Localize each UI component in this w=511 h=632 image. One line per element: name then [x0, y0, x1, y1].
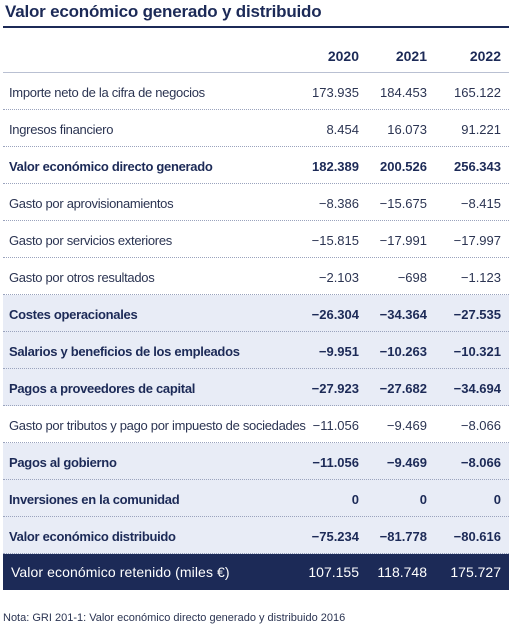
table-title: Valor económico generado y distribuido: [5, 2, 322, 21]
cell-value-2022: 256.343: [454, 159, 501, 174]
table-row: Gasto por servicios exteriores −15.815 −17…: [3, 221, 509, 258]
footnote: Nota: GRI 201-1: Valor económico directo…: [3, 612, 346, 624]
row-label: Ingresos financiero: [9, 122, 114, 137]
row-label: Salarios y beneficios de los empleados: [9, 344, 240, 359]
cell-value-2020: −27.923: [311, 381, 359, 396]
cell-value-2022: −80.616: [453, 529, 501, 544]
total-value-2022: 175.727: [450, 564, 501, 580]
row-label: Pagos al gobierno: [9, 455, 117, 470]
cell-value-2020: −8.386: [318, 196, 359, 211]
cell-value-2022: 165.122: [454, 85, 501, 100]
table-row: Gasto por otros resultados −2.103 −698 −1.1…: [3, 258, 509, 295]
cell-value-2021: −10.263: [379, 344, 427, 359]
row-label: Valor económico directo generado: [9, 159, 213, 174]
column-header-2020: 2020: [327, 48, 359, 64]
cell-value-2022: −8.066: [460, 418, 501, 433]
row-label: Importe neto de la cifra de negocios: [9, 85, 205, 100]
cell-value-2020: −26.304: [311, 307, 359, 322]
row-label: Gasto por otros resultados: [9, 270, 155, 285]
cell-value-2022: −17.997: [453, 233, 501, 248]
cell-value-2021: 200.526: [380, 159, 427, 174]
cell-value-2020: −11.056: [312, 455, 359, 470]
cell-value-2021: −9.469: [386, 418, 427, 433]
column-header-2022: 2022: [469, 48, 501, 64]
cell-value-2020: 0: [351, 492, 359, 507]
cell-value-2021: 16.073: [387, 122, 427, 137]
cell-value-2021: −17.991: [379, 233, 427, 248]
row-label: Gasto por servicios exteriores: [9, 233, 172, 248]
cell-value-2020: 173.935: [312, 85, 359, 100]
cell-value-2022: 0: [493, 492, 501, 507]
row-label: Costes operacionales: [9, 307, 138, 322]
cell-value-2020: −2.103: [318, 270, 359, 285]
cell-value-2021: −9.469: [386, 455, 427, 470]
table-row: Pagos al gobierno −11.056 −9.469 −8.066: [3, 443, 509, 480]
table-row: Inversiones en la comunidad 0 0 0: [3, 480, 509, 517]
cell-value-2020: −9.951: [318, 344, 359, 359]
total-value-2021: 118.748: [377, 564, 427, 580]
cell-value-2022: −8.066: [460, 455, 501, 470]
cell-value-2021: −34.364: [379, 307, 427, 322]
cell-value-2020: −15.815: [311, 233, 359, 248]
cell-value-2020: −75.234: [311, 529, 359, 544]
table-row: Gasto por aprovisionamientos −8.386 −15.67…: [3, 184, 509, 221]
column-header-2021: 2021: [395, 48, 427, 64]
cell-value-2021: 184.453: [380, 85, 427, 100]
row-label: Inversiones en la comunidad: [9, 492, 180, 507]
table-row: Costes operacionales −26.304 −34.364 −27.53…: [3, 295, 509, 332]
cell-value-2021: −27.682: [379, 381, 427, 396]
total-value-2020: 107.155: [308, 564, 359, 580]
cell-value-2020: 182.389: [312, 159, 359, 174]
cell-value-2021: −698: [397, 270, 427, 285]
title-divider: [3, 26, 509, 28]
table-row: Valor económico directo generado 182.389 2…: [3, 147, 509, 184]
economic-value-table: 2020 2021 2022 Importe neto de la cifra …: [3, 36, 509, 590]
table-row: Salarios y beneficios de los empleados −9…: [3, 332, 509, 369]
row-label: Gasto por tributos y pago por impuesto d…: [9, 418, 306, 433]
cell-value-2022: −10.321: [453, 344, 501, 359]
total-row: Valor económico retenido (miles €) 107.1…: [3, 554, 509, 590]
cell-value-2022: −1.123: [460, 270, 501, 285]
table-row: Gasto por tributos y pago por impuesto d…: [3, 406, 509, 443]
cell-value-2022: 91.221: [461, 122, 501, 137]
cell-value-2021: −15.675: [379, 196, 427, 211]
cell-value-2022: −27.535: [453, 307, 501, 322]
table-row: Importe neto de la cifra de negocios 173.…: [3, 73, 509, 110]
cell-value-2020: 8.454: [326, 122, 359, 137]
row-label: Valor económico distribuido: [9, 529, 176, 544]
cell-value-2022: −34.694: [453, 381, 501, 396]
cell-value-2022: −8.415: [460, 196, 501, 211]
row-label: Gasto por aprovisionamientos: [9, 196, 174, 211]
row-label: Pagos a proveedores de capital: [9, 381, 196, 396]
cell-value-2021: 0: [419, 492, 427, 507]
total-label: Valor económico retenido (miles €): [11, 564, 230, 580]
cell-value-2021: −81.778: [379, 529, 427, 544]
table-row: Valor económico distribuido −75.234 −81.77…: [3, 517, 509, 554]
table-row: Pagos a proveedores de capital −27.923 −27…: [3, 369, 509, 406]
cell-value-2020: −11.056: [312, 418, 359, 433]
table-header: 2020 2021 2022: [3, 36, 509, 73]
table-row: Ingresos financiero 8.454 16.073 91.221: [3, 110, 509, 147]
